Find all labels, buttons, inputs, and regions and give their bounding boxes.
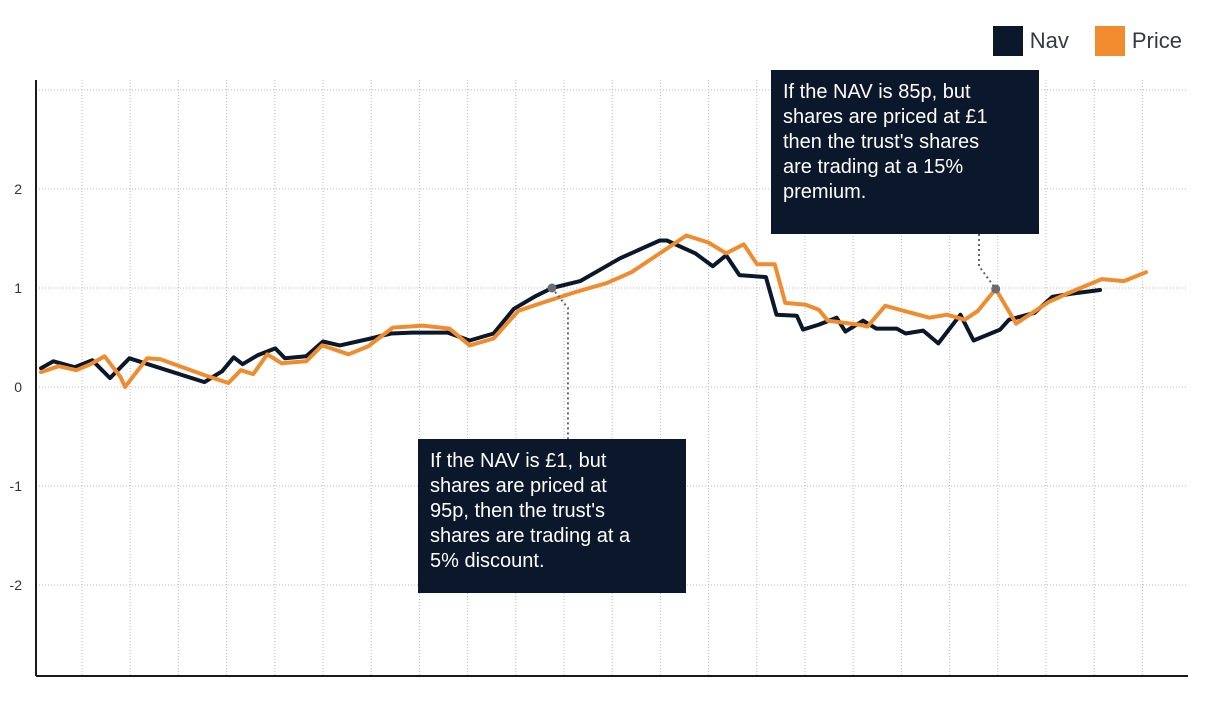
annotation-leaders [547,234,1001,439]
discount-marker [547,283,557,293]
legend-swatch-price [1094,26,1125,56]
series-line-nav [39,238,1102,385]
premium-callout: If the NAV is 85p, but shares are priced… [771,70,1039,234]
chart-legend: Nav Price [967,26,1182,56]
legend-label-price: Price [1131,28,1182,53]
legend-item-nav: Nav [992,26,1069,56]
premium-marker [991,284,1001,294]
legend-item-price: Price [1094,26,1182,56]
discount-callout: If the NAV is £1, but shares are priced … [418,439,686,593]
chart-series [39,233,1148,389]
legend-label-nav: Nav [1029,28,1069,53]
y-tick-label: -2 [10,577,23,593]
premium-leader-line [978,234,997,290]
y-tick-label: 2 [14,181,22,197]
discount-leader-line [551,287,569,439]
y-tick-label: 1 [14,280,22,296]
y-tick-label: -1 [10,478,23,494]
series-line-price [39,233,1148,389]
legend-swatch-nav [992,26,1023,56]
y-tick-labels: -2 -1 0 1 2 [10,181,23,593]
y-tick-label: 0 [14,379,22,395]
